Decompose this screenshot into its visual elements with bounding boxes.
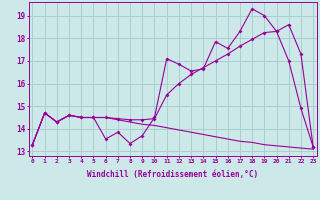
X-axis label: Windchill (Refroidissement éolien,°C): Windchill (Refroidissement éolien,°C): [87, 170, 258, 179]
